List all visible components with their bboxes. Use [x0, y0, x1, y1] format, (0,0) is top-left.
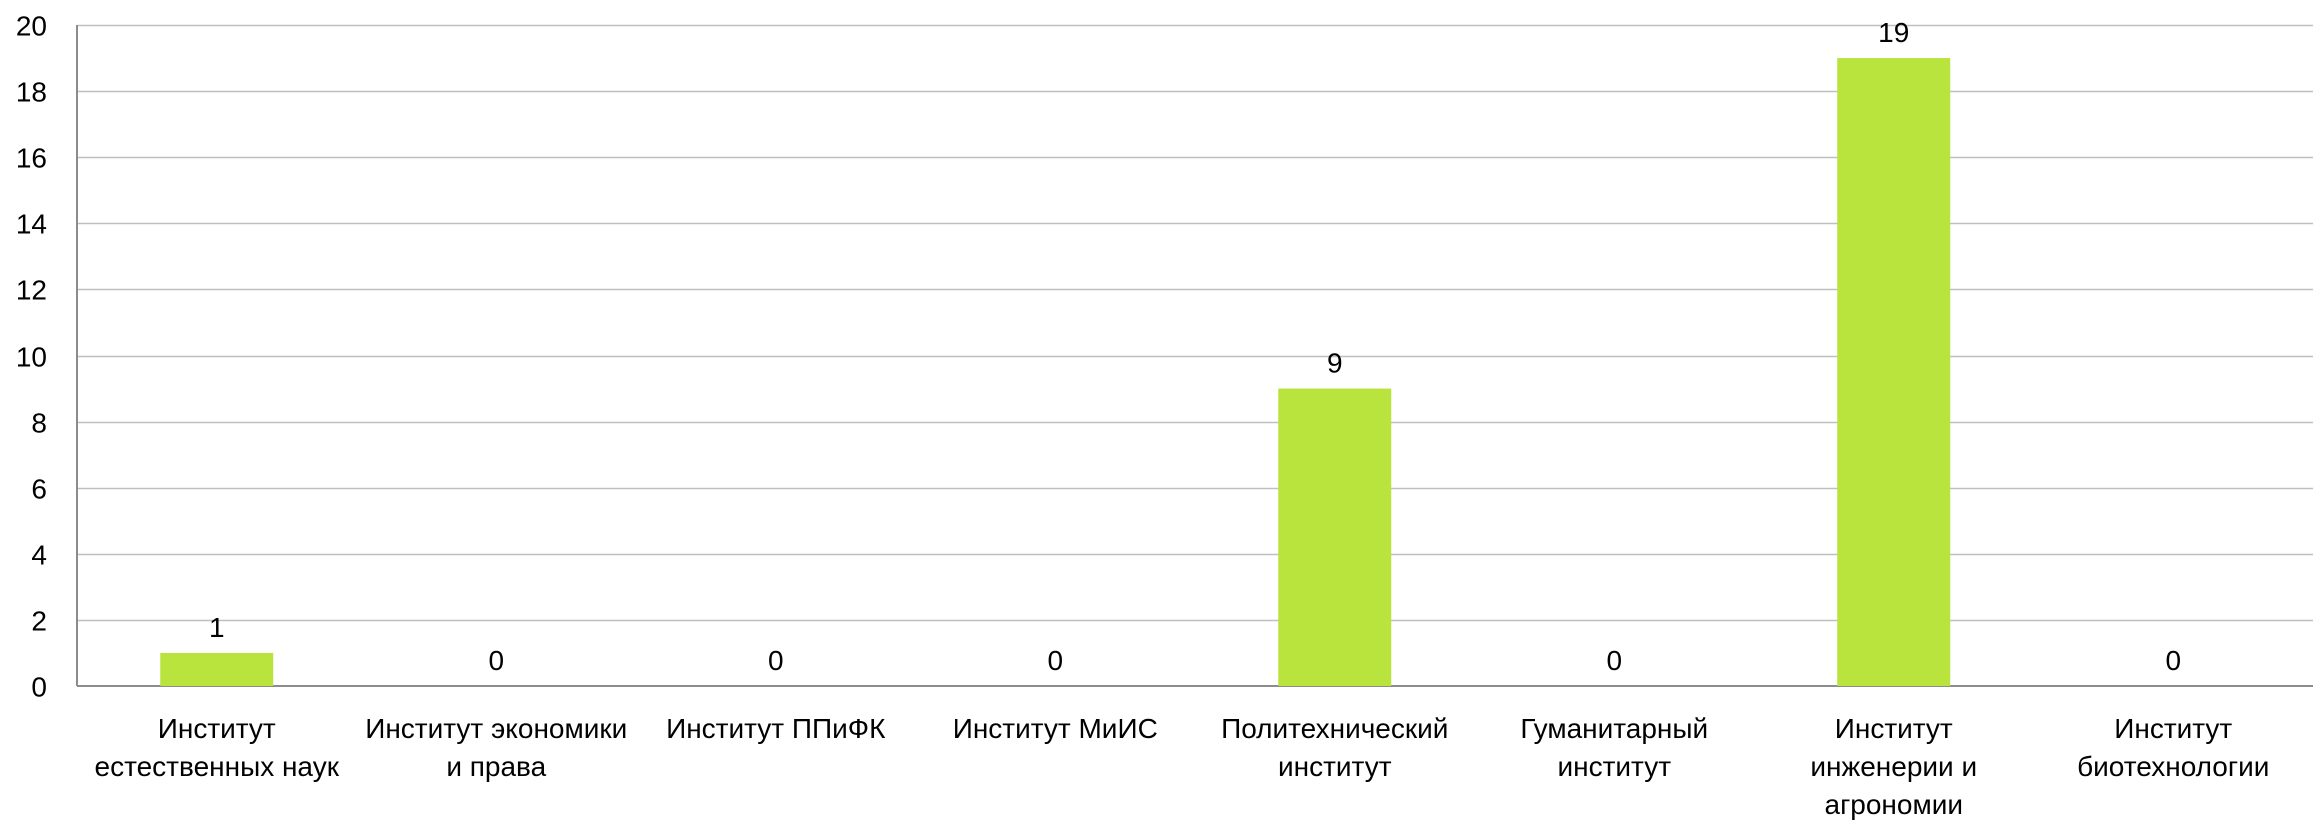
x-category-label-3: Институт ППиФК [666, 713, 886, 744]
y-tick-label-4: 4 [31, 540, 47, 571]
x-category-label-5: Политехнический институт [1221, 713, 1448, 782]
y-tick-label-20: 20 [16, 11, 47, 42]
x-category-label-line: Институт экономики [365, 713, 627, 744]
x-category-label-line: Институт МиИС [953, 713, 1158, 744]
x-category-label-line: Гуманитарный [1520, 713, 1708, 744]
data-label-3: 0 [768, 645, 784, 676]
x-category-label-line: и права [446, 751, 546, 782]
x-category-label-line: Институт [158, 713, 276, 744]
x-category-label-line: естественных наук [95, 751, 340, 782]
x-category-label-line: агрономии [1825, 789, 1964, 820]
data-label-8: 0 [2165, 645, 2181, 676]
x-category-label-line: Институт [2114, 713, 2232, 744]
x-category-label-7: Институт инженерии и агрономии [1810, 713, 1977, 820]
x-category-label-line: инженерии и [1810, 751, 1977, 782]
grid-layer [77, 24, 2313, 622]
bar-5 [1278, 388, 1392, 686]
x-category-label-1: Институт естественных наук [95, 713, 340, 782]
x-category-label-line: Институт ППиФК [666, 713, 886, 744]
x-category-label-6: Гуманитарный институт [1520, 713, 1708, 782]
data-label-7: 19 [1878, 17, 1909, 48]
data-label-6: 0 [1606, 645, 1622, 676]
y-tick-label-6: 6 [31, 474, 47, 505]
x-category-label-line: институт [1278, 751, 1392, 782]
x-category-label-line: биотехнологии [2077, 751, 2269, 782]
x-category-label-line: Институт [1835, 713, 1953, 744]
x-category-label-line: институт [1557, 751, 1671, 782]
data-label-1: 1 [209, 612, 225, 643]
bar-7 [1837, 58, 1951, 687]
bar-1 [160, 652, 274, 686]
y-tick-label-2: 2 [31, 606, 47, 637]
x-category-label-line: Политехнический [1221, 713, 1448, 744]
bar-layer [160, 58, 1951, 687]
y-tick-label-14: 14 [16, 209, 47, 240]
x-category-label-2: Институт экономики и права [365, 713, 627, 782]
x-category-label-4: Институт МиИС [953, 713, 1158, 744]
y-tick-label-0: 0 [31, 672, 47, 703]
axis-layer [76, 25, 2313, 687]
data-label-5: 9 [1327, 348, 1343, 379]
data-label-4: 0 [1047, 645, 1063, 676]
label-layer: 0 2 4 6 8 10 12 14 16 18 20 1 Институт естественных н… [16, 11, 2270, 821]
y-tick-label-18: 18 [16, 77, 47, 108]
data-label-2: 0 [488, 645, 504, 676]
y-tick-label-10: 10 [16, 342, 47, 373]
y-tick-label-16: 16 [16, 143, 47, 174]
y-tick-label-8: 8 [31, 408, 47, 439]
y-tick-label-12: 12 [16, 275, 47, 306]
x-category-label-8: Институт биотехнологии [2077, 713, 2269, 782]
